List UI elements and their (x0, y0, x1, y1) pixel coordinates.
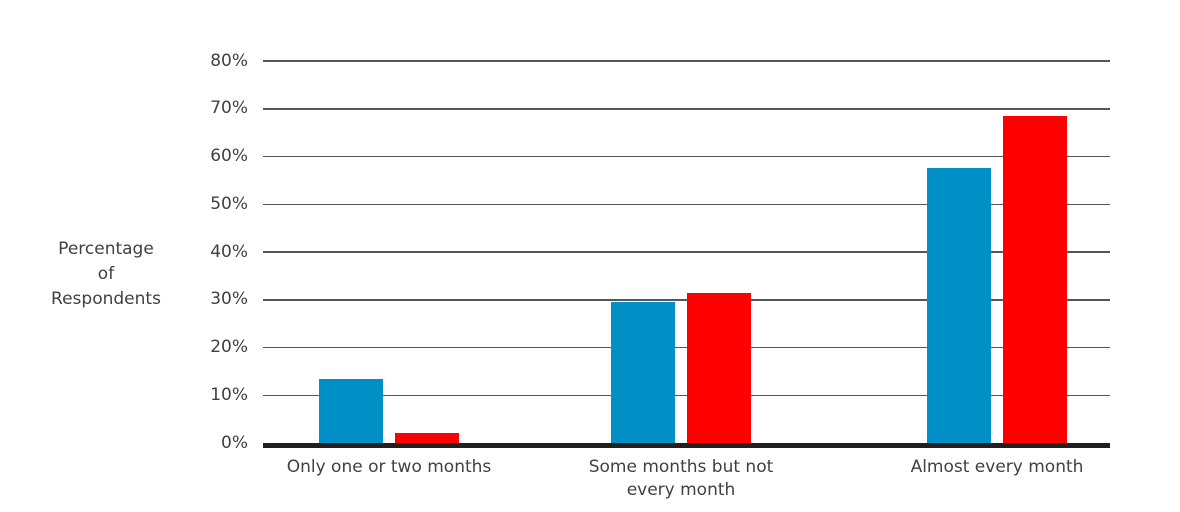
y-axis-label: Percentage of Respondents (16, 237, 196, 312)
gridline-10 (263, 394, 1110, 396)
bar-red-category-2 (1003, 115, 1067, 443)
y-tick-label-30: 30% (210, 289, 248, 310)
y-tick-label-0: 0% (221, 432, 248, 453)
y-axis-label-line-2: of (97, 264, 115, 284)
y-tick-label-60: 60% (210, 146, 248, 166)
x-category-label-2: Almost every month (910, 457, 1084, 477)
bar-blue-category-2 (927, 168, 991, 443)
x-category-label-1: Some months but not every month (588, 457, 774, 500)
y-tick-label-70: 70% (210, 98, 248, 119)
gridline-40 (263, 251, 1110, 253)
y-axis-label-line-3: Respondents (51, 289, 161, 309)
gridline-70 (263, 108, 1110, 110)
y-tick-label-50: 50% (210, 193, 248, 214)
x-axis-baseline (263, 443, 1110, 448)
y-tick-label-20: 20% (210, 337, 248, 357)
gridline-20 (263, 346, 1110, 349)
y-axis-label-line-1: Percentage (58, 239, 154, 259)
y-tick-label-10: 10% (210, 384, 248, 405)
gridline-50 (263, 203, 1110, 205)
y-tick-label-40: 40% (210, 241, 248, 262)
y-tick-label-80: 80% (210, 50, 248, 71)
gridline-80 (263, 60, 1110, 62)
bar-red-category-0 (395, 433, 459, 443)
x-category-label-0: Only one or two months (286, 457, 492, 477)
gridline-30 (263, 299, 1110, 301)
bar-red-category-1 (687, 292, 751, 443)
bar-blue-category-1 (611, 302, 675, 443)
gridline-60 (263, 155, 1110, 158)
bar-blue-category-0 (319, 378, 383, 443)
